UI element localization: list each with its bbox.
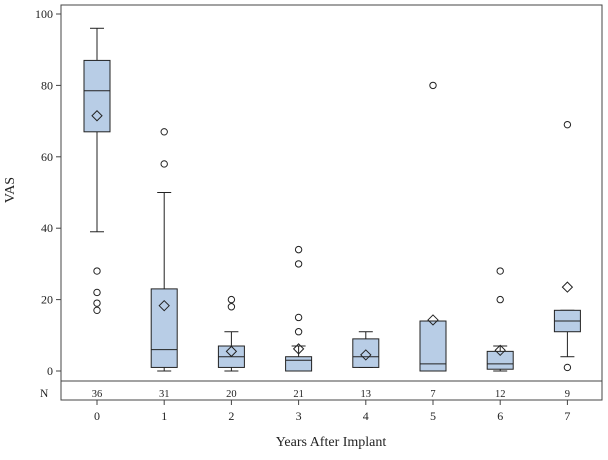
x-axis: 0 1 2 3 4 5 6 7 — [94, 400, 570, 423]
n-count-row: 36 31 20 21 13 7 12 9 — [92, 389, 570, 400]
outlier-point — [294, 328, 303, 336]
x-tick-label: 5 — [430, 409, 436, 423]
iqr-box — [150, 288, 178, 368]
iqr-box — [83, 59, 111, 133]
x-tick-label: 7 — [564, 409, 570, 423]
iqr-box — [285, 356, 313, 372]
outlier-point — [563, 363, 572, 372]
n-count-value: 20 — [226, 389, 237, 400]
mean-marker — [292, 343, 305, 355]
outlier-point — [160, 128, 168, 136]
n-count-value: 36 — [92, 389, 103, 400]
n-count-value: 13 — [361, 389, 372, 400]
box-group-year-1 — [150, 128, 178, 372]
outlier-point — [93, 306, 101, 315]
x-tick-label: 0 — [94, 409, 100, 423]
y-axis-label: VAS — [3, 177, 18, 203]
x-tick-label: 4 — [363, 409, 369, 423]
outlier-point — [93, 299, 101, 307]
x-tick-label: 1 — [161, 409, 167, 423]
box-group-year-4 — [352, 331, 380, 368]
iqr-box — [419, 320, 447, 372]
box-group-year-7 — [553, 120, 581, 372]
n-count-value: 12 — [495, 389, 506, 400]
plot-frame — [60, 4, 603, 401]
y-axis: 0 20 40 60 80 100 — [35, 7, 61, 378]
x-tick-label: 3 — [296, 409, 302, 423]
outlier-point — [160, 160, 168, 168]
iqr-box — [352, 338, 380, 368]
n-count-value: 7 — [430, 389, 435, 400]
box-group-year-3 — [285, 245, 313, 372]
mean-marker — [561, 281, 574, 293]
box-group-year-5 — [419, 81, 447, 372]
outlier-point — [294, 245, 303, 254]
outlier-point — [294, 313, 303, 322]
n-count-value: 9 — [565, 389, 570, 400]
y-tick-label: 60 — [41, 150, 53, 164]
outlier-point — [227, 303, 236, 311]
box-series — [83, 27, 581, 372]
y-tick-label: 40 — [41, 221, 53, 235]
outlier-point — [563, 120, 572, 129]
mean-marker — [225, 345, 238, 358]
outlier-point — [294, 260, 303, 268]
y-tick-label: 20 — [41, 293, 53, 307]
mean-marker — [494, 344, 506, 357]
n-count-value: 31 — [159, 389, 170, 400]
mean-marker — [427, 314, 439, 326]
y-tick-label: 80 — [41, 78, 53, 92]
box-group-year-6 — [486, 267, 514, 372]
outlier-point — [227, 295, 236, 304]
outlier-point — [429, 81, 437, 90]
x-tick-label: 2 — [228, 409, 234, 423]
mean-marker — [91, 110, 103, 122]
box-group-year-0 — [83, 27, 111, 315]
box-group-year-2 — [217, 295, 245, 372]
outlier-point — [496, 295, 504, 304]
x-tick-label: 6 — [497, 409, 503, 423]
outlier-point — [93, 267, 101, 275]
x-axis-label: Years After Implant — [276, 435, 387, 450]
outlier-point — [496, 267, 504, 275]
y-tick-label: 0 — [47, 364, 53, 378]
mean-marker — [158, 299, 170, 312]
iqr-box — [486, 350, 514, 370]
n-count-value: 21 — [293, 389, 304, 400]
mean-marker — [360, 349, 372, 361]
outlier-point — [93, 288, 101, 297]
y-tick-label: 100 — [35, 7, 53, 21]
n-row-label: N — [40, 388, 49, 400]
